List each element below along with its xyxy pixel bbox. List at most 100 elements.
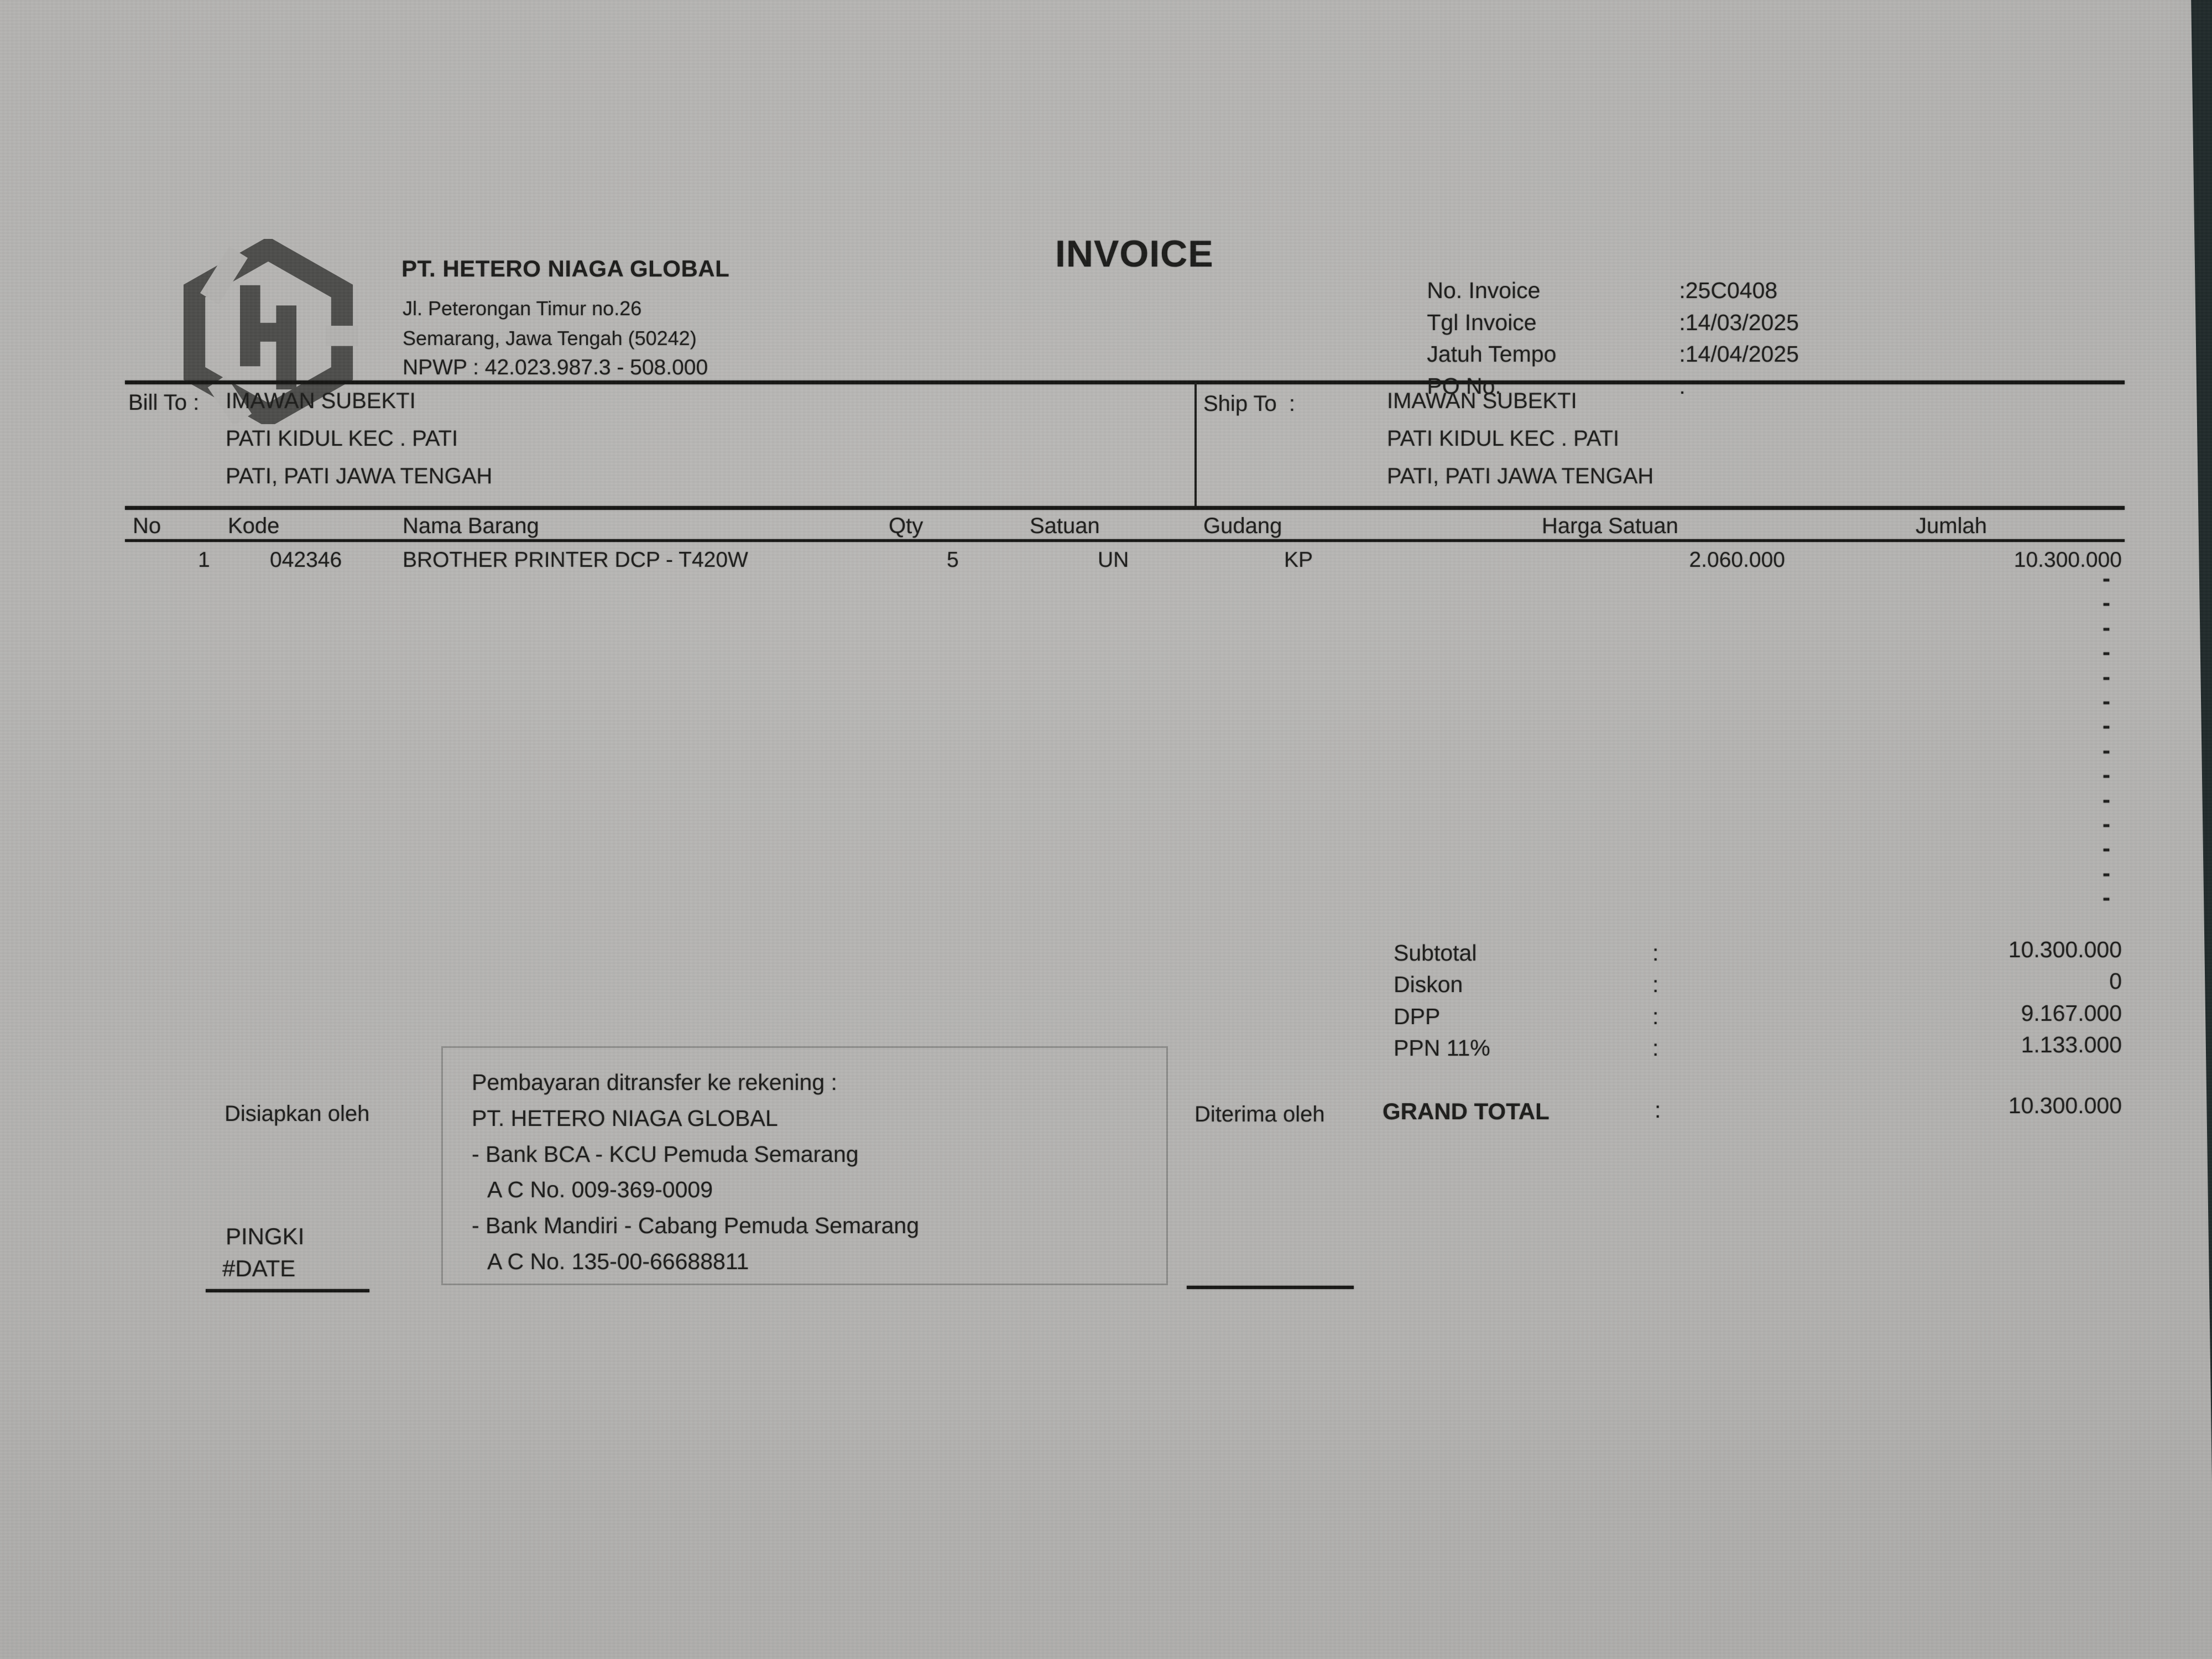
- meta-row-jatuh-tempo: Jatuh Tempo :14/04/2025: [1389, 315, 1799, 367]
- jatuh-tempo-label: Jatuh Tempo: [1427, 341, 1557, 367]
- empty-row-dash: -: [2103, 761, 2110, 788]
- dpp-colon: :: [1652, 1003, 1659, 1029]
- column-header-harga-satuan: Harga Satuan: [1542, 514, 1678, 538]
- ship-to-address-line2: PATI, PATI JAWA TENGAH: [1387, 464, 1654, 489]
- subtotal-colon: :: [1652, 940, 1659, 966]
- item-row-gudang: KP: [1284, 548, 1313, 572]
- ppn-value: 1.133.000: [2021, 1032, 2122, 1058]
- prepared-by-signature-line: [206, 1289, 369, 1292]
- column-header-gudang: Gudang: [1203, 514, 1282, 538]
- bill-to-label: Bill To :: [128, 390, 200, 415]
- empty-rows-column: --------------: [2103, 565, 2110, 911]
- ship-to-address: IMAWAN SUBEKTI PATI KIDUL KEC . PATI PAT…: [1387, 382, 1653, 495]
- jatuh-tempo-value: :14/04/2025: [1679, 341, 1799, 367]
- diskon-row: Diskon:: [1394, 972, 1658, 1003]
- table-top-line: [125, 506, 2125, 510]
- payment-instruction: Pembayaran ditransfer ke rekening :: [472, 1070, 837, 1095]
- item-row-qty: 5: [947, 548, 959, 572]
- table-header-underline: [125, 539, 2125, 542]
- item-row-no: 1: [198, 548, 210, 572]
- item-row-harga-satuan: 2.060.000: [1689, 548, 1785, 572]
- payment-bank-bca: - Bank BCA - KCU Pemuda Semarang: [472, 1141, 859, 1167]
- page-title: INVOICE: [1055, 233, 1214, 275]
- empty-row-dash: -: [2103, 786, 2110, 812]
- meta-row-no-invoice: No. Invoice :25C0408: [1389, 252, 1799, 303]
- tgl-invoice-label: Tgl Invoice: [1427, 309, 1537, 335]
- grand-total-label: GRAND TOTAL: [1383, 1098, 1550, 1124]
- diskon-label: Diskon: [1394, 972, 1463, 998]
- empty-row-dash: -: [2103, 737, 2110, 763]
- empty-row-dash: -: [2103, 639, 2110, 665]
- company-logo-hexagon-h-icon: [183, 239, 358, 424]
- prepared-by-date-placeholder: #DATE: [222, 1255, 296, 1281]
- empty-row-dash: -: [2103, 614, 2110, 640]
- empty-row-dash: -: [2103, 589, 2110, 616]
- item-row-satuan: UN: [1098, 548, 1129, 572]
- column-header-satuan: Satuan: [1030, 514, 1100, 538]
- ppn-colon: :: [1652, 1035, 1659, 1061]
- meta-row-po-no: PO No.:: [1389, 347, 1799, 399]
- prepared-by-label: Disiapkan oleh: [225, 1102, 370, 1126]
- diskon-colon: :: [1652, 972, 1659, 998]
- bill-to-address-line1: PATI KIDUL KEC . PATI: [226, 426, 458, 451]
- grand-total-value: 10.300.000: [2008, 1093, 2122, 1118]
- column-header-no: No: [133, 514, 161, 538]
- empty-row-dash: -: [2103, 859, 2110, 886]
- bill-to-address-line2: PATI, PATI JAWA TENGAH: [226, 464, 493, 489]
- received-by-label: Diterima oleh: [1194, 1102, 1325, 1126]
- payment-company-name: PT. HETERO NIAGA GLOBAL: [472, 1105, 778, 1131]
- totals-values: 10.300.000 0 9.167.000 1.133.000: [2008, 937, 2122, 1064]
- po-no-label: PO No.: [1427, 373, 1501, 399]
- bill-to-name: IMAWAN SUBEKTI: [226, 389, 416, 413]
- no-invoice-label: No. Invoice: [1427, 278, 1541, 303]
- empty-row-dash: -: [2103, 835, 2110, 862]
- payment-bca-account-number: A C No. 009-369-0009: [487, 1177, 713, 1203]
- column-header-nama-barang: Nama Barang: [403, 514, 539, 538]
- subtotal-label: Subtotal: [1394, 940, 1477, 966]
- photo-background-edge: [2191, 0, 2212, 1482]
- bill-ship-divider-line: [1194, 383, 1197, 508]
- empty-row-dash: -: [2103, 712, 2110, 739]
- dpp-label: DPP: [1394, 1003, 1441, 1029]
- ship-to-address-line1: PATI KIDUL KEC . PATI: [1387, 426, 1620, 451]
- company-address-line1: Jl. Peterongan Timur no.26: [403, 297, 642, 320]
- bill-to-address: IMAWAN SUBEKTI PATI KIDUL KEC . PATI PAT…: [226, 382, 492, 495]
- column-header-qty: Qty: [889, 514, 924, 538]
- totals-labels: Subtotal: Diskon: DPP: PPN 11%:: [1394, 940, 1658, 1067]
- received-by-signature-line: [1187, 1286, 1354, 1289]
- diskon-value: 0: [2109, 968, 2122, 994]
- column-header-jumlah: Jumlah: [1916, 514, 1987, 538]
- payment-mandiri-account-number: A C No. 135-00-66688811: [487, 1248, 749, 1274]
- empty-row-dash: -: [2103, 565, 2110, 591]
- company-address-line2: Semarang, Jawa Tengah (50242): [403, 327, 697, 349]
- payment-bank-mandiri: - Bank Mandiri - Cabang Pemuda Semarang: [472, 1213, 920, 1239]
- dpp-value: 9.167.000: [2021, 1000, 2122, 1026]
- ship-to-label: Ship To :: [1203, 392, 1296, 416]
- ppn-row: PPN 11%:: [1394, 1035, 1658, 1067]
- subtotal-value: 10.300.000: [2008, 937, 2122, 962]
- tgl-invoice-value: :14/03/2025: [1679, 309, 1799, 335]
- item-row-kode: 042346: [270, 548, 342, 572]
- no-invoice-value: :25C0408: [1679, 278, 1778, 303]
- empty-row-dash: -: [2103, 810, 2110, 837]
- po-no-value: :: [1679, 373, 1686, 399]
- empty-row-dash: -: [2103, 884, 2110, 911]
- company-name: PT. HETERO NIAGA GLOBAL: [401, 255, 730, 281]
- ship-to-name: IMAWAN SUBEKTI: [1387, 389, 1577, 413]
- payment-info-box: Pembayaran ditransfer ke rekening : PT. …: [441, 1046, 1168, 1285]
- meta-row-tgl-invoice: Tgl Invoice :14/03/2025: [1389, 284, 1799, 335]
- item-row-nama-barang: BROTHER PRINTER DCP - T420W: [403, 548, 748, 572]
- company-npwp: NPWP : 42.023.987.3 - 508.000: [403, 356, 708, 379]
- dpp-row: DPP:: [1394, 1004, 1658, 1035]
- empty-row-dash: -: [2103, 687, 2110, 714]
- empty-row-dash: -: [2103, 663, 2110, 690]
- column-header-kode: Kode: [228, 514, 280, 538]
- ppn-label: PPN 11%: [1394, 1035, 1490, 1061]
- grand-total-colon: :: [1655, 1097, 1661, 1123]
- invoice-meta: No. Invoice :25C0408 Tgl Invoice :14/03/20…: [1389, 252, 1799, 399]
- prepared-by-name: PINGKI: [226, 1223, 305, 1249]
- header-separator-line: [125, 380, 2125, 384]
- item-row-jumlah: 10.300.000: [2013, 548, 2122, 572]
- subtotal-row: Subtotal:: [1394, 940, 1658, 972]
